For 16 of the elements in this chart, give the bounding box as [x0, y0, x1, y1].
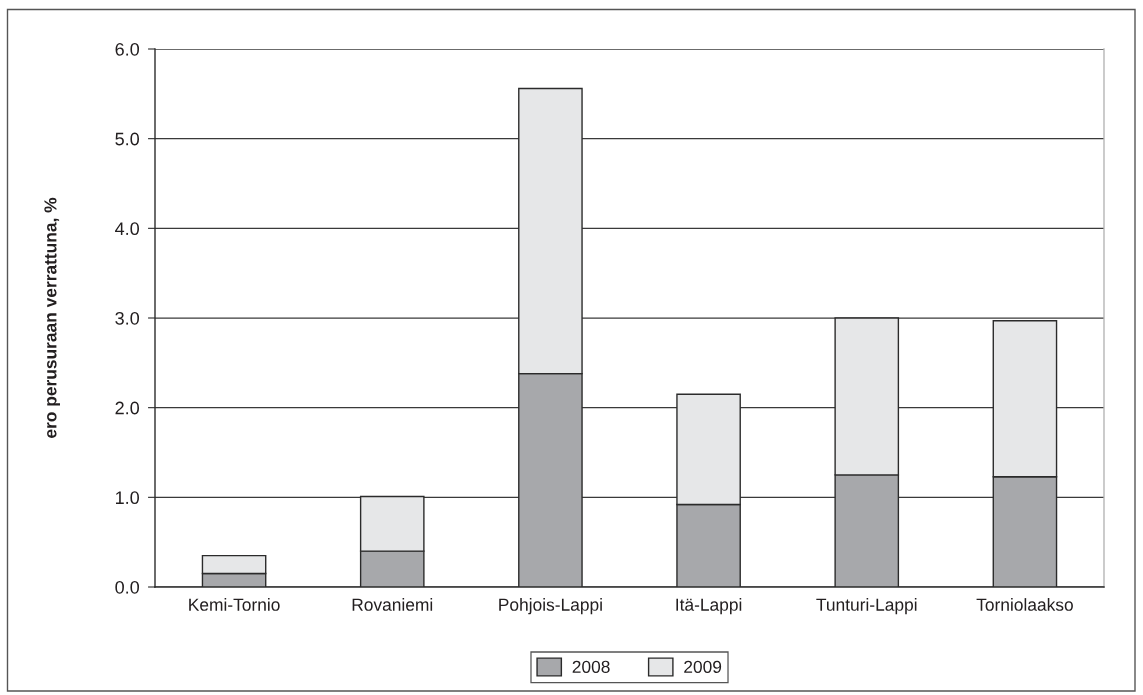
- x-tick-label: Torniolaakso: [976, 598, 1073, 611]
- y-axis-title: ero perusuraan verrattuna, %: [44, 197, 60, 438]
- x-tick-label: Pohjois-Lappi: [499, 598, 602, 615]
- x-tick-label: Itä-Lappi: [676, 598, 742, 615]
- x-tick-label: Kemi-Tornio: [189, 598, 280, 611]
- legend-label: 2008: [572, 660, 610, 673]
- y-tick-label: 6.0: [115, 42, 140, 56]
- y-tick-label: 2.0: [115, 401, 140, 415]
- x-tick-label: Rovaniemi: [352, 598, 433, 611]
- x-tick-label: Tunturi-Lappi: [816, 598, 917, 615]
- y-tick-label: 5.0: [115, 132, 140, 146]
- y-tick-label: 0.0: [115, 580, 140, 594]
- y-tick-label: 4.0: [115, 222, 140, 236]
- y-tick-label: 3.0: [115, 311, 140, 325]
- legend-label: 2009: [684, 660, 722, 673]
- y-tick-label: 1.0: [116, 491, 140, 505]
